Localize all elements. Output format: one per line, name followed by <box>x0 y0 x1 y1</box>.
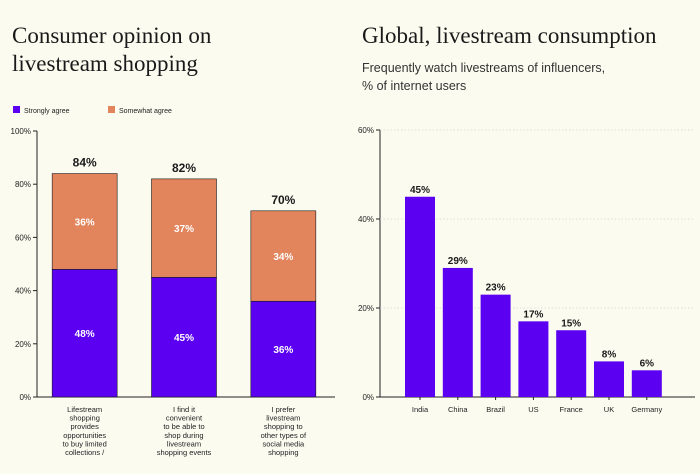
right-subtitle-line-1: Frequently watch livestreams of influenc… <box>362 61 606 75</box>
left-title-line-1: Consumer opinion on <box>12 23 212 48</box>
left-category-label-line: to be able to <box>163 422 204 431</box>
right-bar-value-label: 45% <box>410 185 430 196</box>
left-bar-segment-label: 48% <box>75 329 95 340</box>
left-category-label-line: I find it <box>173 405 196 414</box>
right-category-label: UK <box>604 405 614 414</box>
left-title-line-2: livestream shopping <box>12 51 198 76</box>
left-category-label-line: collections / <box>65 448 105 457</box>
right-bar-value-label: 17% <box>523 309 543 320</box>
right-category-label: China <box>448 405 468 414</box>
left-bar-total-label: 84% <box>73 156 97 170</box>
left-y-tick-label: 0% <box>19 393 31 402</box>
right-bar-value-label: 29% <box>448 256 468 267</box>
left-category-label-line: shop during <box>164 431 203 440</box>
left-chart-title: Consumer opinion on livestream shopping <box>12 22 211 78</box>
left-bar-total-label: 70% <box>271 193 295 207</box>
right-bar <box>442 267 473 397</box>
right-subtitle-line-2: % of internet users <box>362 79 467 93</box>
right-bar <box>518 321 549 397</box>
left-category-label-line: opportunities <box>63 431 106 440</box>
right-bar <box>480 294 511 397</box>
right-bar-value-label: 15% <box>561 318 581 329</box>
left-category-label-line: other types of <box>261 431 307 440</box>
left-bar-segment-label: 36% <box>273 345 293 356</box>
left-category-label-line: livestream <box>266 414 300 423</box>
right-y-tick-label: 0% <box>362 393 374 402</box>
left-bar-segment-label: 37% <box>174 224 194 235</box>
left-category-label-line: Lifestream <box>67 405 102 414</box>
left-bar-total-label: 82% <box>172 161 196 175</box>
left-category-label-line: social media <box>262 439 305 448</box>
legend-label-somewhat-agree: Somewhat agree <box>119 108 172 115</box>
right-y-tick-label: 20% <box>358 304 374 313</box>
left-bar-segment <box>151 178 217 278</box>
right-category-label: US <box>528 405 538 414</box>
left-category-label-line: convenient <box>166 414 203 423</box>
right-bar <box>594 361 624 397</box>
left-y-tick-label: 80% <box>15 180 31 189</box>
left-category-label-line: shopping events <box>157 448 212 457</box>
right-chart-subtitle: Frequently watch livestreams of influenc… <box>362 59 605 95</box>
right-y-tick-label: 40% <box>358 215 374 224</box>
legend-label-strongly-agree: Strongly agree <box>24 108 70 115</box>
left-bar-segment-label: 45% <box>174 333 194 344</box>
right-bar-value-label: 6% <box>640 358 655 369</box>
right-category-label: India <box>412 405 429 414</box>
left-category-label-line: livestream <box>167 439 201 448</box>
right-category-label: France <box>560 405 583 414</box>
left-y-tick-label: 60% <box>15 233 31 242</box>
right-bar <box>556 330 587 397</box>
right-bar-value-label: 8% <box>602 349 617 360</box>
left-bar-segment <box>51 173 118 270</box>
left-bar-segment-label: 34% <box>273 252 293 263</box>
left-y-tick-label: 100% <box>11 127 31 136</box>
right-chart-title: Global, livestream consumption <box>362 23 657 48</box>
left-y-tick-label: 20% <box>15 340 31 349</box>
right-category-label: Brazil <box>486 405 505 414</box>
left-category-label-line: provides <box>70 422 99 431</box>
right-bar <box>405 196 435 397</box>
left-category-label-line: shopping to <box>264 422 303 431</box>
right-bar-value-label: 23% <box>486 283 506 294</box>
right-bar <box>631 370 662 397</box>
left-category-label-line: shopping <box>69 414 99 423</box>
left-bar-segment <box>250 210 317 302</box>
right-category-label: Germany <box>631 405 662 414</box>
left-bar-segment <box>151 276 217 398</box>
left-category-label-line: to buy limited <box>63 439 107 448</box>
left-y-tick-label: 40% <box>15 287 31 296</box>
left-bar-segment <box>51 269 118 398</box>
left-category-label-line: shopping <box>268 448 298 457</box>
right-y-tick-label: 60% <box>358 126 374 135</box>
left-category-label-line: I prefer <box>271 405 295 414</box>
left-bar-segment-label: 36% <box>75 217 95 228</box>
legend-swatch-strongly-agree <box>13 106 20 113</box>
legend-swatch-somewhat-agree <box>108 106 115 113</box>
